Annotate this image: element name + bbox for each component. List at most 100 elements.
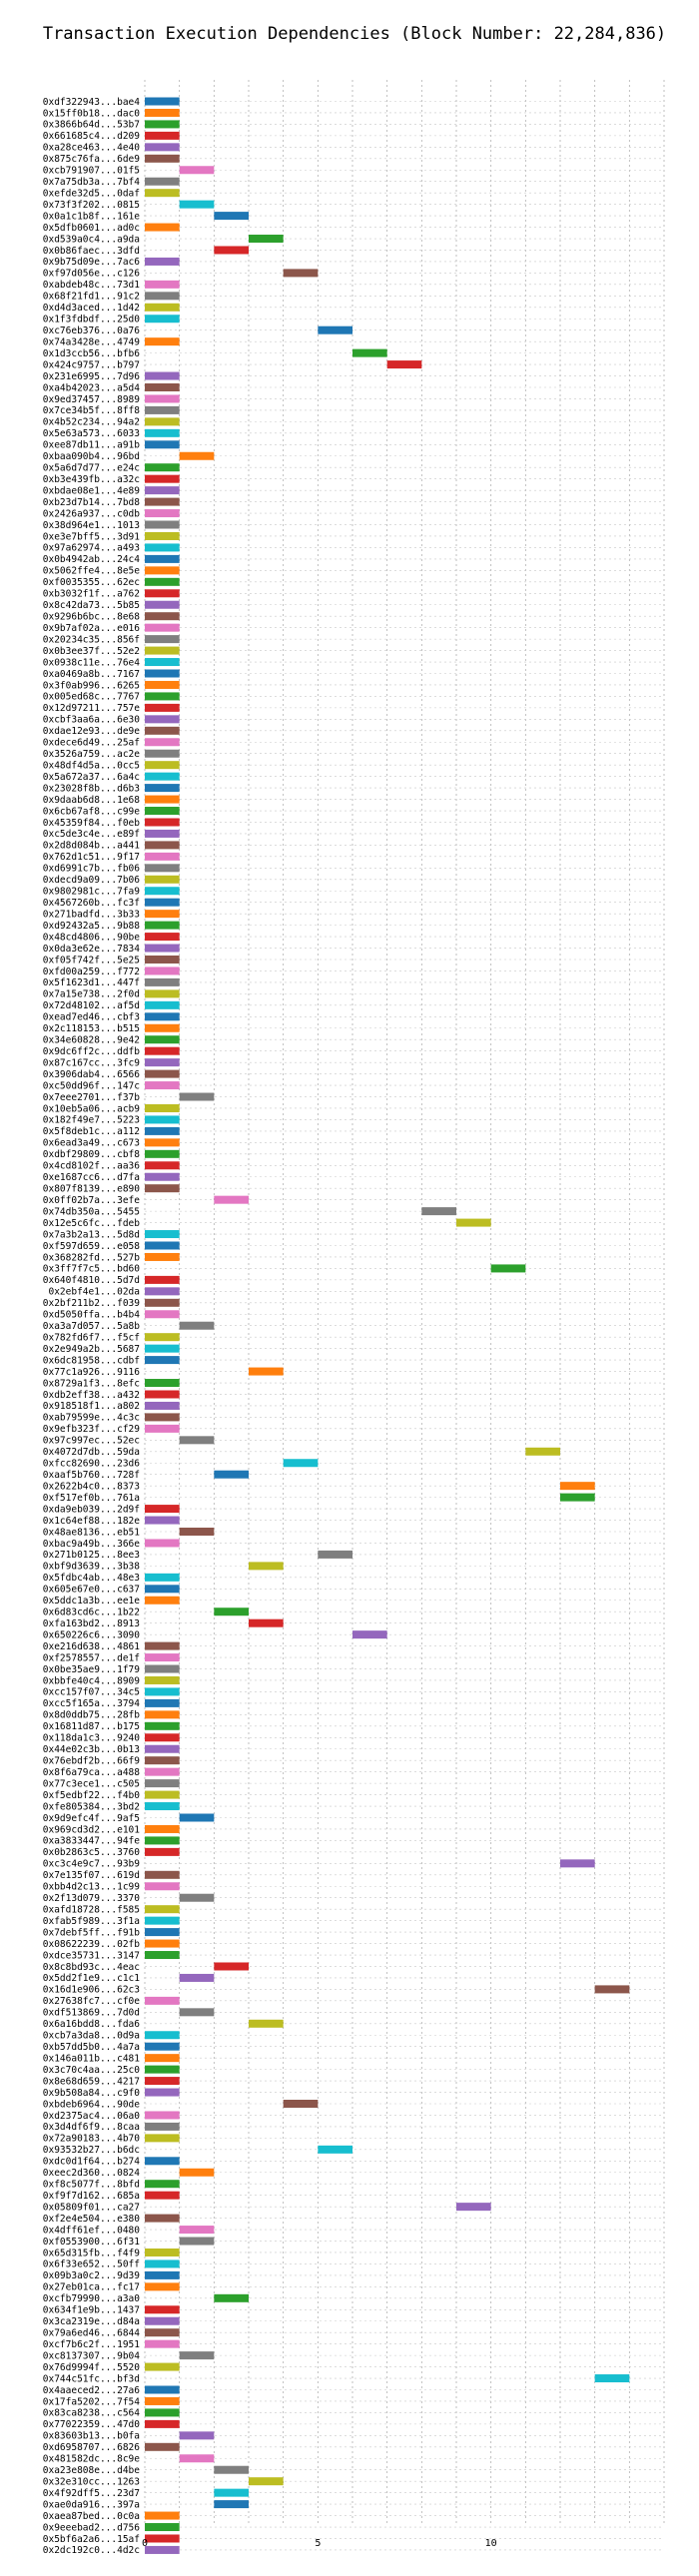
transaction-bar (594, 2374, 630, 2383)
row-label: 0xefde32d5...0daf (43, 188, 140, 199)
transaction-bar (145, 2534, 180, 2543)
transaction-bar (145, 1767, 180, 1776)
transaction-bar (145, 1790, 180, 1799)
row-label: 0xd2375ac4...06a0 (43, 2111, 141, 2122)
row-label: 0x0938c11e...76e4 (43, 657, 141, 668)
transaction-bar (145, 2442, 180, 2451)
transaction-bar (145, 2523, 180, 2532)
transaction-bar (145, 292, 180, 301)
row-label: 0xd92432a5...9b88 (43, 921, 141, 932)
transaction-bar (145, 1596, 180, 1605)
transaction-bar (145, 2065, 180, 2074)
transaction-bar (145, 966, 180, 975)
row-label: 0xf97d056e...c126 (43, 269, 141, 280)
transaction-bar (145, 154, 180, 163)
transaction-bar (145, 2122, 180, 2131)
transaction-bar (145, 2282, 180, 2291)
row-label: 0x4f92dff5...23d7 (43, 2488, 140, 2499)
row-label: 0xae0da916...397a (43, 2499, 140, 2510)
transaction-bar (145, 554, 180, 563)
transaction-bar (560, 1859, 595, 1868)
transaction-bar (179, 1973, 215, 1982)
transaction-bar (145, 463, 180, 472)
row-label: 0x65d315fb...f4f9 (43, 2248, 141, 2258)
row-label: 0x0ff02b7a...3efe (43, 1195, 141, 1206)
row-label: 0x3ca2319e...d84a (43, 2316, 140, 2327)
transaction-bar (145, 2419, 180, 2428)
row-label: 0x7ce34b5f...8ff8 (43, 405, 141, 416)
transaction-bar (145, 1802, 180, 1811)
transaction-bar (145, 2031, 180, 2040)
transaction-bar (145, 1310, 180, 1319)
row-label: 0xee87db11...a91b (43, 440, 141, 451)
row-label: 0xd5050ffa...b4b4 (43, 1310, 141, 1321)
chart-bars (145, 97, 630, 2554)
transaction-bar (249, 2477, 284, 2486)
row-label: 0x5f1623d1...447f (43, 977, 140, 988)
row-label: 0xcc5f165a...3794 (43, 1698, 141, 1709)
transaction-bar (214, 1962, 249, 1971)
transaction-bar (145, 1390, 180, 1399)
row-label: 0xf0035355...62ec (43, 577, 140, 588)
row-label: 0xf05f742f...5e25 (43, 955, 140, 966)
row-label: 0xb3e439fb...a32c (43, 474, 140, 485)
transaction-bar (145, 108, 180, 117)
row-label: 0x118da1c3...9240 (43, 1733, 141, 1744)
row-label: 0xbbfe40c4...8909 (43, 1675, 141, 1686)
transaction-bar (145, 177, 180, 186)
transaction-bar (145, 1939, 180, 1948)
transaction-bar (145, 807, 180, 816)
row-label: 0x74db350a...5455 (43, 1206, 140, 1217)
transaction-bar (145, 784, 180, 793)
transaction-bar (145, 1035, 180, 1044)
transaction-bar (249, 235, 284, 244)
row-label: 0xcc157f07...34c5 (43, 1687, 140, 1698)
transaction-bar (145, 1733, 180, 1742)
row-label: 0x2426a937...c0db (43, 508, 141, 519)
row-label: 0xf8c5077f...8bfd (43, 2180, 140, 2191)
row-label: 0x23028f8b...d6b3 (43, 783, 140, 794)
transaction-bar (145, 1126, 180, 1135)
row-label: 0x10eb5a06...acb9 (43, 1103, 141, 1114)
row-label: 0xfa163bd2...8913 (43, 1618, 140, 1629)
row-label: 0x1c64ef88...182e (43, 1516, 141, 1527)
transaction-bar (145, 623, 180, 632)
row-label: 0x6cb67af8...c99e (43, 806, 141, 817)
row-label: 0x3526a759...ac2e (43, 749, 141, 760)
transaction-bar (145, 1573, 180, 1582)
transaction-bar (352, 1630, 387, 1639)
row-label: 0xfcc82690...23d6 (43, 1459, 141, 1470)
row-label: 0xf597d659...e058 (43, 1241, 141, 1252)
transaction-bar (560, 1482, 595, 1491)
transaction-bar (179, 2351, 215, 2360)
row-label: 0x6ead3a49...c673 (43, 1138, 140, 1149)
row-label: 0xa23e808e...d4be (43, 2465, 141, 2476)
row-label: 0x27eb01ca...fc17 (43, 2282, 140, 2293)
transaction-bar (145, 303, 180, 312)
transaction-bar (145, 2259, 180, 2268)
row-label: 0x271b0125...8ee3 (43, 1550, 140, 1561)
transaction-bar (145, 1000, 180, 1009)
chart-title: Transaction Execution Dependencies (Bloc… (43, 24, 666, 44)
row-label: 0x77022359...47d0 (43, 2419, 141, 2430)
row-label: 0x605e67e0...c637 (43, 1585, 140, 1596)
transaction-bar (145, 726, 180, 735)
row-label: 0xbb4d2c13...1c99 (43, 1882, 141, 1893)
row-label: 0xa0469a8b...7167 (43, 669, 140, 680)
transaction-bar (145, 520, 180, 529)
row-label: 0x12d97211...757e (43, 703, 141, 714)
transaction-bar (179, 451, 215, 460)
row-label: 0x83ca8238...c564 (43, 2408, 141, 2419)
row-label: 0x231e6995...7d96 (43, 371, 141, 382)
row-label: 0x0b3ee37f...52e2 (43, 646, 140, 657)
transaction-bar (214, 2465, 249, 2474)
row-label: 0xcb7a3da8...0d9a (43, 2031, 140, 2042)
transaction-bar (145, 1687, 180, 1696)
row-label: 0x6dc81958...cdbf (43, 1355, 140, 1366)
transaction-bar (214, 1470, 249, 1479)
row-label: 0x3ff7f7c5...bd60 (43, 1264, 141, 1275)
row-label: 0x744c51fc...bf3d (43, 2373, 140, 2384)
transaction-bar (145, 1252, 180, 1261)
transaction-bar (145, 1744, 180, 1753)
x-tick-label: 0 (142, 2538, 148, 2549)
